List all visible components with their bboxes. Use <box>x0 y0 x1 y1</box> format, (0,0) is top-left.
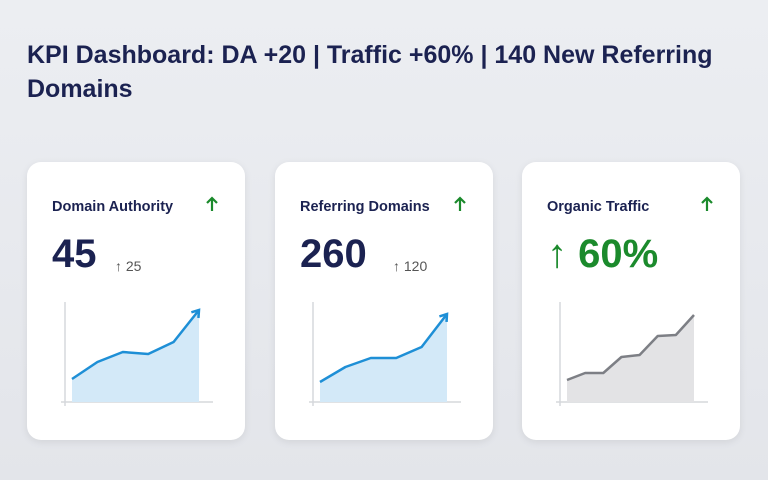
sparkline-area <box>72 310 199 402</box>
kpi-value: ↑ 60% <box>547 232 659 276</box>
sparkline-line <box>566 314 695 382</box>
sparkline-arrowhead <box>190 308 201 319</box>
kpi-delta: ↑ 25 <box>115 258 142 274</box>
kpi-value: 45 <box>52 232 97 276</box>
trend-icon <box>454 196 466 211</box>
trend-arrow <box>701 196 713 211</box>
sparkline-arrowhead <box>439 312 449 323</box>
kpi-label: Referring Domains <box>300 199 430 215</box>
kpi-delta: ↑ 120 <box>393 258 428 274</box>
title: KPI Dashboard: DA +20 | Traffic +60% | 1… <box>27 41 713 103</box>
trend-icon <box>701 196 713 211</box>
sparkline <box>556 302 708 406</box>
kpi-value: 260 <box>300 232 367 276</box>
trend-arrow <box>206 196 218 211</box>
kpi-label: Organic Traffic <box>547 199 650 215</box>
kpi-label: Domain Authority <box>52 199 174 215</box>
trend-icon <box>206 196 218 211</box>
sparkline-line <box>319 313 448 384</box>
sparkline-line <box>71 309 200 381</box>
sparkline <box>309 302 461 406</box>
trend-arrow <box>454 196 466 211</box>
kpi-card: Referring Domains 260 ↑ 120 <box>275 162 493 440</box>
sparkline <box>61 302 213 406</box>
kpi-card: Domain Authority 45 ↑ 25 <box>27 162 245 440</box>
sparkline-area <box>567 315 694 402</box>
kpi-card: Organic Traffic ↑ 60% <box>522 162 740 440</box>
